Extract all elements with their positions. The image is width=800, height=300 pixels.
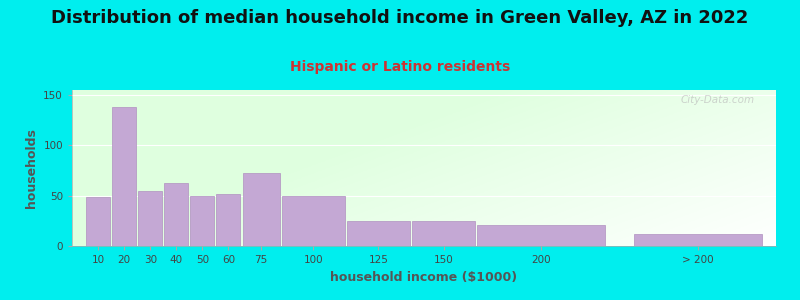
Bar xyxy=(217,194,241,246)
Bar xyxy=(242,172,279,246)
Bar xyxy=(164,183,188,246)
Bar xyxy=(190,196,214,246)
Bar xyxy=(138,190,162,246)
Bar xyxy=(86,197,110,246)
Text: Distribution of median household income in Green Valley, AZ in 2022: Distribution of median household income … xyxy=(51,9,749,27)
Bar xyxy=(112,107,136,246)
Text: Hispanic or Latino residents: Hispanic or Latino residents xyxy=(290,60,510,74)
Bar xyxy=(412,221,475,246)
Bar xyxy=(477,225,606,246)
Bar xyxy=(347,221,410,246)
Bar xyxy=(282,196,345,246)
Y-axis label: households: households xyxy=(25,128,38,208)
Bar xyxy=(634,234,762,246)
X-axis label: household income ($1000): household income ($1000) xyxy=(330,271,518,284)
Text: City-Data.com: City-Data.com xyxy=(681,95,755,105)
